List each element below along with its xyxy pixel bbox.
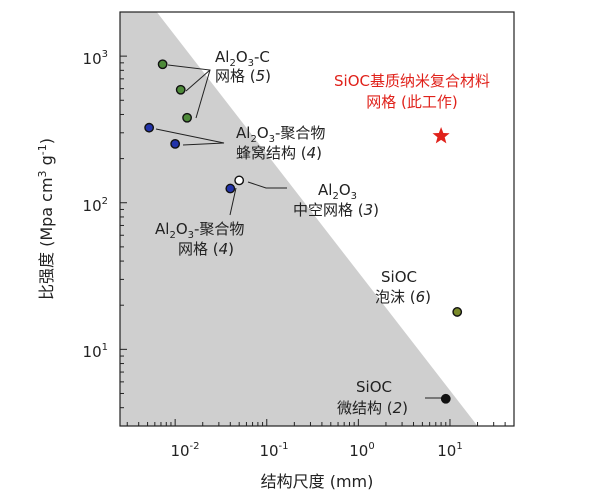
data-points — [144, 59, 463, 404]
annotation-this-work: SiOC基质纳米复合材料 网格 (此工作) — [334, 72, 490, 111]
data-point-al2o3-polymer-honeycomb-1 — [170, 138, 181, 149]
y-axis-label: 比强度 (Mpa cm3 g-1) — [36, 138, 56, 300]
svg-text:Al2O3-聚合物: Al2O3-聚合物 — [236, 124, 325, 145]
svg-text:微结构 (2): 微结构 (2) — [337, 399, 408, 417]
annotation-hollow: Al2O3 中空网格 (3) — [293, 181, 379, 219]
x-tick-label-2: 100 — [349, 441, 374, 460]
y-tick-label-2: 103 — [83, 49, 108, 68]
svg-text:泡沫 (6): 泡沫 (6) — [375, 288, 431, 306]
svg-text:SiOC基质纳米复合材料: SiOC基质纳米复合材料 — [334, 72, 490, 90]
svg-text:中空网格 (3): 中空网格 (3) — [293, 201, 379, 219]
data-point-sioc-micro-0 — [440, 393, 451, 404]
svg-text:Al2O3: Al2O3 — [318, 181, 357, 202]
annotation-al2o3-c: Al2O3-C 网格 (5) — [215, 48, 271, 85]
x-tick-label-3: 101 — [437, 441, 462, 460]
data-point-al2o3-c-2 — [182, 112, 192, 123]
svg-text:蜂窝结构 (4): 蜂窝结构 (4) — [236, 144, 322, 162]
leader-al2o3-c-2 — [185, 69, 211, 92]
leader-honeycomb — [155, 128, 225, 146]
plot-frame — [119, 11, 515, 427]
annotation-sioc-foam: SiOC 泡沫 (6) — [375, 268, 431, 306]
x-tick-label-1: 10-1 — [259, 441, 288, 460]
x-tick-label-0: 10-2 — [170, 441, 199, 460]
axis-ticks — [120, 11, 515, 427]
data-point-al2o3-c-0 — [157, 59, 168, 70]
svg-text:网格 (5): 网格 (5) — [215, 67, 271, 85]
leader-hollow — [247, 181, 287, 189]
data-point-star-sioc-nano-this-work — [432, 127, 450, 144]
svg-text:Al2O3-聚合物: Al2O3-聚合物 — [155, 220, 244, 241]
data-point-sioc-foam-0 — [452, 307, 463, 317]
y-tick-label-0: 101 — [83, 342, 108, 361]
annotation-honeycomb: Al2O3-聚合物 蜂窝结构 (4) — [236, 124, 325, 162]
data-point-al2o3-polymer-mesh-0 — [225, 183, 236, 194]
data-point-al2o3-polymer-honeycomb-0 — [144, 122, 155, 133]
data-point-al2o3-c-1 — [175, 84, 186, 95]
x-axis-label: 结构尺度 (mm) — [261, 472, 374, 491]
annotation-sioc-micro: SiOC 微结构 (2) — [337, 378, 408, 417]
svg-text:网格 (4): 网格 (4) — [178, 240, 234, 258]
x-tick-labels: 10-2 10-1 100 101 — [170, 441, 462, 460]
shaded-region — [120, 12, 478, 426]
svg-text:Al2O3-C: Al2O3-C — [215, 48, 270, 69]
annotation-mesh: Al2O3-聚合物 网格 (4) — [155, 220, 244, 258]
svg-text:SiOC: SiOC — [356, 378, 392, 396]
svg-text:网格 (此工作): 网格 (此工作) — [366, 93, 457, 111]
data-point-al2o3-hollow-0 — [234, 175, 245, 186]
y-tick-label-1: 102 — [83, 196, 108, 215]
svg-text:SiOC: SiOC — [381, 268, 417, 286]
leader-mesh — [229, 187, 237, 216]
y-tick-labels: 101 102 103 — [83, 49, 108, 361]
